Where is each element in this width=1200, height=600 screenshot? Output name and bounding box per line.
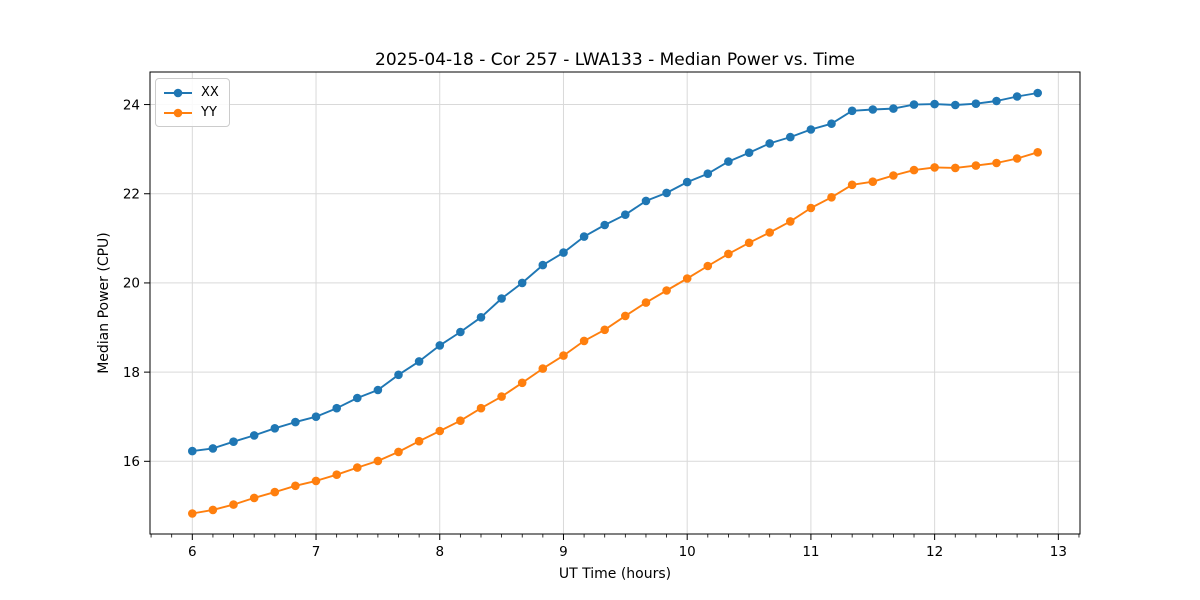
legend-label-yy: YY (201, 105, 217, 120)
svg-text:20: 20 (123, 276, 140, 292)
tick-labels: 6 7 8 9 10 11 12 13 16 18 20 22 24 (123, 97, 1067, 560)
grid-lines (150, 72, 1080, 534)
svg-text:16: 16 (123, 454, 140, 470)
y-axis-label: Median Power (CPU) (96, 232, 112, 374)
svg-text:18: 18 (123, 365, 140, 381)
legend: XX YY (155, 78, 230, 127)
svg-text:9: 9 (559, 544, 568, 560)
svg-text:13: 13 (1050, 544, 1067, 560)
svg-text:6: 6 (188, 544, 197, 560)
legend-item-yy: YY (163, 103, 219, 122)
svg-text:10: 10 (679, 544, 696, 560)
svg-text:12: 12 (926, 544, 943, 560)
svg-text:24: 24 (123, 97, 140, 113)
svg-text:11: 11 (802, 544, 819, 560)
series-xx (188, 88, 1042, 456)
legend-item-xx: XX (163, 83, 219, 102)
legend-line-yy-icon (164, 108, 192, 117)
x-axis-label: UT Time (hours) (559, 566, 671, 582)
svg-text:22: 22 (123, 187, 140, 203)
series-yy (188, 148, 1042, 518)
axis-ticks (144, 104, 1080, 540)
plot-frame (149, 71, 1081, 535)
chart-title: 2025-04-18 - Cor 257 - LWA133 - Median P… (375, 50, 855, 70)
legend-line-xx-icon (164, 88, 192, 97)
data-series (188, 88, 1042, 518)
svg-text:8: 8 (435, 544, 444, 560)
svg-text:7: 7 (312, 544, 321, 560)
legend-label-xx: XX (201, 85, 219, 100)
